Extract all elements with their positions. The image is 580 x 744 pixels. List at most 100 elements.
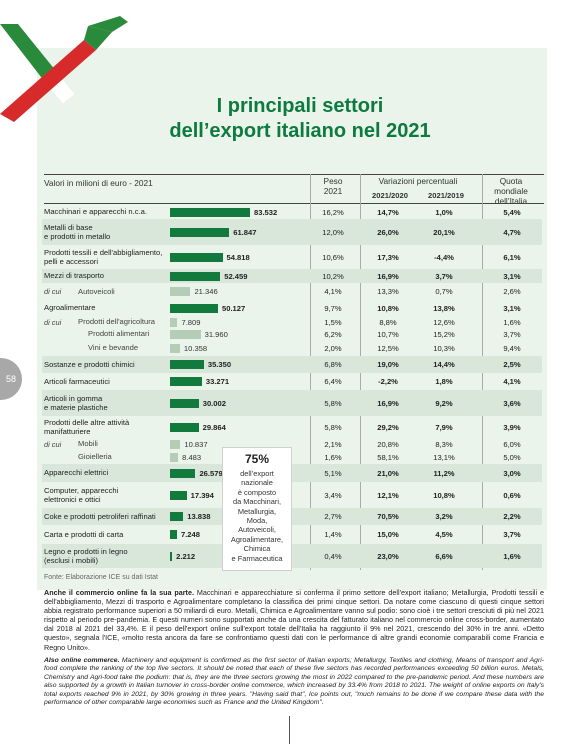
v2-cell: 8,3% <box>435 439 453 449</box>
table-row <box>42 300 542 316</box>
table-row <box>42 508 542 525</box>
peso-cell: 5,8% <box>324 422 342 432</box>
quota-cell: 9,4% <box>503 343 521 353</box>
v1-cell: 20,8% <box>377 439 399 449</box>
callout-line: è composto <box>237 487 277 497</box>
variazioni-header: Variazioni percentuali <box>378 176 458 186</box>
peso-cell: 12,0% <box>322 227 344 237</box>
v1-cell: 21,0% <box>377 468 399 478</box>
source-note: Fonte: Elaborazione ICE su dati Istat <box>44 574 159 581</box>
peso-cell: 10,6% <box>322 252 344 262</box>
peso-year-header: 2021 <box>323 186 343 196</box>
value-bar <box>170 452 179 462</box>
var-2021-2020-header: 2021/2020 <box>372 191 408 200</box>
v1-cell: 17,3% <box>377 252 399 262</box>
value-label: 13.838 <box>187 512 211 521</box>
v1-cell: 12,5% <box>377 343 399 353</box>
value-label: 61.847 <box>233 227 257 237</box>
peso-cell: 16,2% <box>322 207 344 217</box>
v1-cell: 14,7% <box>377 207 399 217</box>
value-label: 17.394 <box>190 490 214 500</box>
body-it-lead: Anche il commercio online fa la sua part… <box>44 588 194 597</box>
quota-cell: 3,1% <box>503 303 521 313</box>
value-bar <box>170 252 223 262</box>
value-label: 50.127 <box>222 303 246 313</box>
quota-cell: 3,7% <box>503 530 521 539</box>
v2-cell: 0,7% <box>435 287 453 296</box>
sector-label: Prodotti dell'agricoltura <box>78 317 156 327</box>
v2-cell: 1,8% <box>435 377 453 386</box>
value-label: 8.483 <box>182 452 202 462</box>
units-label: Valori in milioni di euro - 2021 <box>44 178 153 188</box>
sector-label: Autoveicoli <box>78 286 115 296</box>
var-2021-2019-header: 2021/2019 <box>428 191 464 200</box>
value-label: 33.271 <box>205 377 230 386</box>
peso-cell: 5,8% <box>324 398 342 408</box>
value-bar <box>170 317 178 327</box>
page-gutter-line <box>289 716 290 744</box>
value-label: 26.579 <box>199 468 223 478</box>
callout-line: Agroalimentare, <box>230 534 284 544</box>
v2-cell: 12,6% <box>433 317 455 327</box>
sector-label: Vini e bevande <box>88 343 139 353</box>
peso-cell: 4,1% <box>324 287 342 296</box>
v1-cell: 58,1% <box>377 452 399 462</box>
body-text-italian: Anche il commercio online fa la sua part… <box>44 588 544 652</box>
v1-cell: 23,0% <box>377 551 399 561</box>
value-bar <box>170 551 173 561</box>
value-bar <box>170 530 177 539</box>
sector-label: Apparecchi elettrici <box>44 468 109 478</box>
table-row <box>42 390 542 416</box>
value-bar <box>170 377 202 386</box>
v2-cell: 15,2% <box>433 329 455 339</box>
quota-cell: 3,7% <box>503 329 521 339</box>
callout-line: Chimica <box>243 544 271 554</box>
peso-cell: 2,7% <box>324 512 342 521</box>
table-row <box>42 438 542 450</box>
sector-label: Prodotti delle altre attività manifatturi… <box>44 417 130 436</box>
value-bar <box>170 271 221 281</box>
callout-line: e Farmaceutica <box>231 553 283 563</box>
body-en-lead: Also online commerce. <box>44 657 120 664</box>
peso-cell: 6,4% <box>324 377 342 386</box>
quota-cell: 3,9% <box>503 422 521 432</box>
peso-cell: 3,4% <box>324 490 342 500</box>
table-row <box>42 544 542 568</box>
table-row <box>42 283 542 300</box>
title-line-2: dell’export italiano nel 2021 <box>169 120 431 142</box>
value-label: 7.809 <box>181 317 201 327</box>
callout-percentage: 75% <box>244 452 270 466</box>
v2-cell: 13,8% <box>433 303 455 313</box>
v1-cell: 8,8% <box>379 317 397 327</box>
v2-cell: 3,7% <box>435 271 453 281</box>
value-bar <box>170 439 181 449</box>
callout-line: Autoveicoli, <box>238 525 276 535</box>
value-bar <box>170 360 204 369</box>
table-row <box>42 269 542 283</box>
peso-cell: 9,7% <box>324 303 342 313</box>
sector-label: Articoli in gomma e materie plastiche <box>44 393 108 412</box>
peso-cell: 5,1% <box>324 468 342 478</box>
quota-header: Quota <box>499 176 523 186</box>
v1-cell: 26,0% <box>377 227 399 237</box>
sector-label: Legno e prodotti in legno (esclusi i mobi… <box>44 546 128 565</box>
v2-cell: 11,2% <box>433 468 455 478</box>
v1-cell: 15,0% <box>377 530 399 539</box>
quota-cell: 6,0% <box>503 439 521 449</box>
callout-line: da Macchinari, <box>232 497 282 507</box>
table-row <box>42 219 542 245</box>
value-bar <box>170 422 199 432</box>
quota-cell: 3,6% <box>503 398 521 408</box>
value-bar <box>170 398 199 408</box>
quota-cell: 3,0% <box>503 468 521 478</box>
title-line-1: I principali settori <box>216 95 384 117</box>
quota-cell: 4,7% <box>503 227 521 237</box>
table-row <box>42 356 542 373</box>
table-row <box>42 450 542 464</box>
table-row <box>42 464 542 482</box>
v1-cell: 10,8% <box>377 303 399 313</box>
italian-flag-arrow-logo <box>0 16 128 122</box>
page-number-badge: 58 <box>0 358 22 400</box>
value-label: 2.212 <box>176 551 196 561</box>
peso-cell: 1,6% <box>324 452 342 462</box>
